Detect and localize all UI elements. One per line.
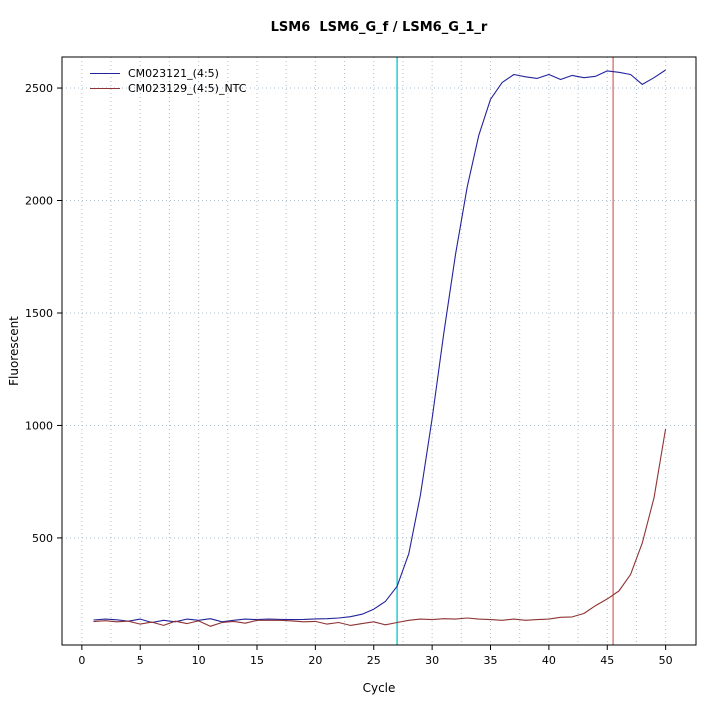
y-tick-label: 1500 bbox=[25, 307, 53, 320]
y-axis-label: Fluorescent bbox=[7, 316, 21, 386]
chart-title: LSM6 LSM6_G_f / LSM6_G_1_r bbox=[270, 20, 488, 35]
x-tick-label: 20 bbox=[308, 654, 322, 667]
x-tick-label: 35 bbox=[484, 654, 498, 667]
x-tick-label: 50 bbox=[659, 654, 673, 667]
y-tick-label: 2000 bbox=[25, 195, 53, 208]
legend-label: CM023129_(4:5)_NTC bbox=[128, 82, 247, 95]
x-tick-label: 10 bbox=[192, 654, 206, 667]
x-tick-label: 45 bbox=[600, 654, 614, 667]
series-line-1 bbox=[93, 428, 667, 627]
y-tick-label: 2500 bbox=[25, 82, 53, 95]
legend-item: CM023121_(4:5) bbox=[90, 66, 246, 81]
x-tick-label: 0 bbox=[78, 654, 85, 667]
series-line-0 bbox=[93, 69, 666, 624]
x-axis-label: Cycle bbox=[362, 681, 396, 695]
legend: CM023121_(4:5) CM023129_(4:5)_NTC bbox=[90, 66, 246, 96]
y-tick-label: 1000 bbox=[25, 419, 53, 432]
x-tick-label: 15 bbox=[250, 654, 264, 667]
x-tick-label: 30 bbox=[425, 654, 439, 667]
y-tick-label: 500 bbox=[32, 532, 53, 545]
x-tick-label: 40 bbox=[542, 654, 556, 667]
plot-border bbox=[61, 56, 697, 646]
legend-item: CM023129_(4:5)_NTC bbox=[90, 81, 246, 96]
legend-line-sample bbox=[90, 73, 120, 74]
x-tick-label: 5 bbox=[137, 654, 144, 667]
x-tick-label: 25 bbox=[367, 654, 381, 667]
legend-line-ntc bbox=[90, 88, 120, 89]
legend-label: CM023121_(4:5) bbox=[128, 67, 219, 80]
